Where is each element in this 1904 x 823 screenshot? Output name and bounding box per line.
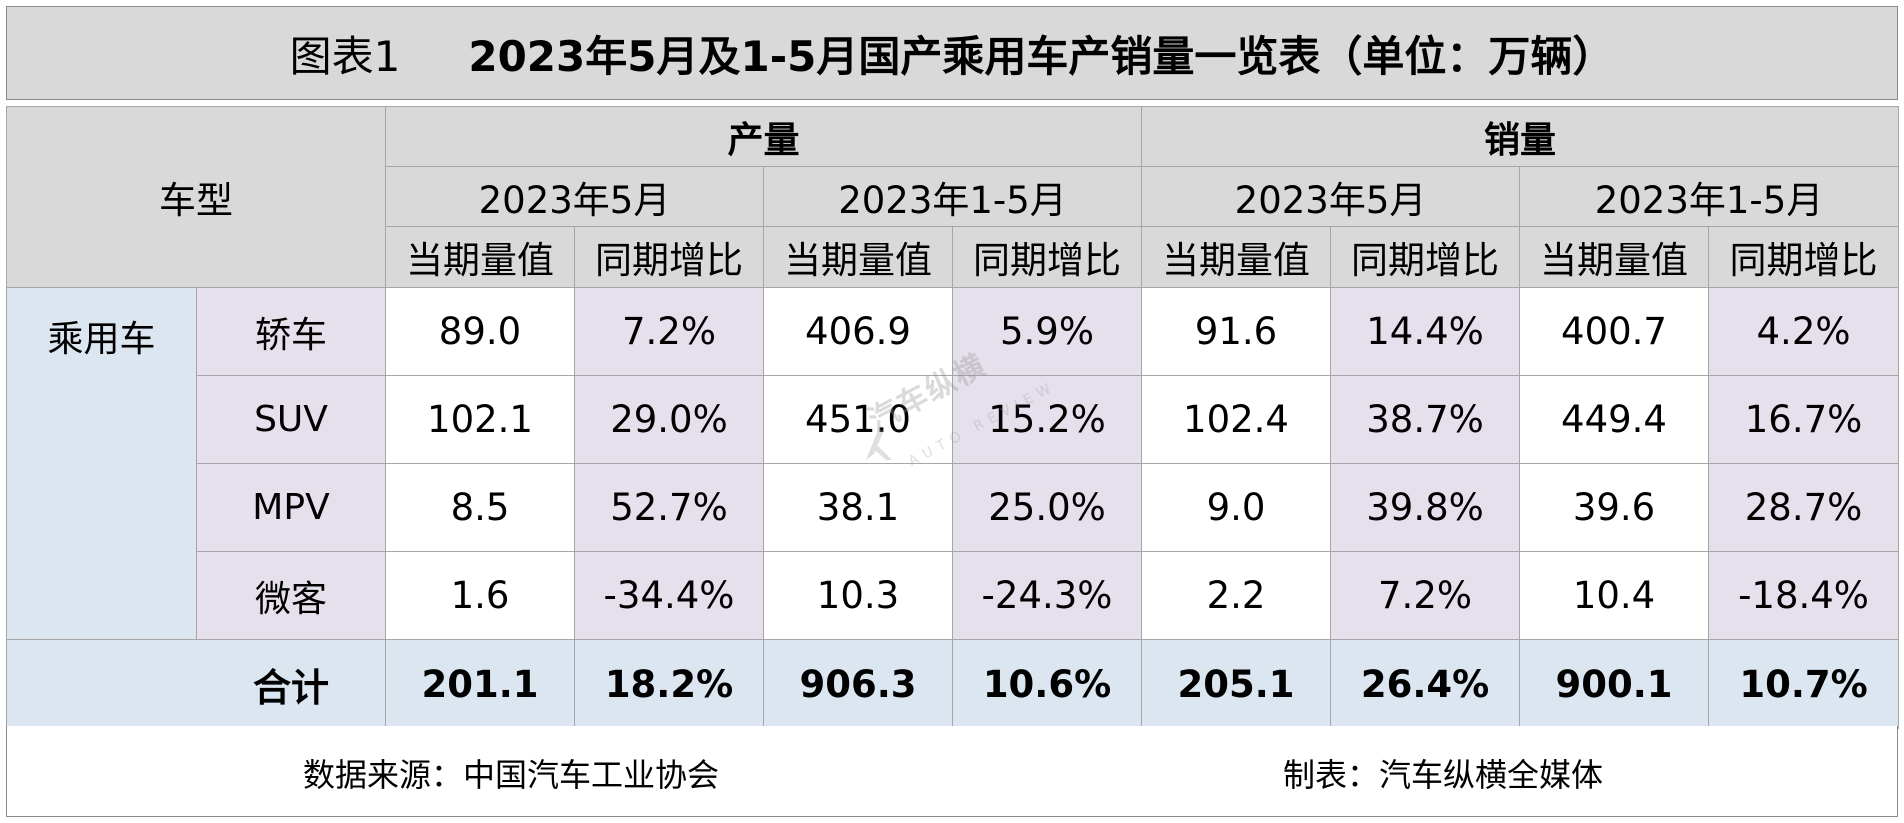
- group-header-production: 产量: [384, 106, 1143, 167]
- vehicle-type-header: 车型: [6, 106, 386, 288]
- total-cell: 906.3: [763, 639, 953, 729]
- total-cell: 10.6%: [951, 639, 1143, 729]
- data-cell: 91.6: [1141, 287, 1332, 376]
- data-cell: 449.4: [1519, 375, 1710, 464]
- data-cell: 102.1: [385, 375, 575, 464]
- period-header: 2023年5月: [385, 166, 764, 227]
- table-row: 乘用车 轿车 89.0 7.2% 406.9 5.9% 91.6 14.4% 4…: [6, 287, 1900, 640]
- total-cell: 201.1: [385, 639, 575, 729]
- data-cell: 10.3: [763, 551, 953, 640]
- period-header: 2023年5月: [1141, 166, 1521, 227]
- metric-header: 同期增比: [574, 226, 764, 288]
- data-cell: 5.9%: [951, 287, 1143, 376]
- metric-header: 同期增比: [1708, 226, 1900, 288]
- group-header-sales: 销量: [1141, 106, 1900, 167]
- vehicle-type-cell: 轿车: [196, 287, 386, 376]
- vehicle-type-cell: 微客: [196, 551, 386, 640]
- total-cell: 10.7%: [1708, 639, 1900, 729]
- sales-table: 车型 产量 销量 2023年5月 2023年1-5月 2023年5月 2023年…: [6, 106, 1900, 729]
- table-row: MPV 8.5 52.7% 38.1 25.0% 9.0 39.8% 39.6 …: [7, 463, 1900, 552]
- data-cell: 7.2%: [1330, 551, 1521, 640]
- total-cell: 900.1: [1519, 639, 1710, 729]
- data-cell: 9.0: [1141, 463, 1332, 552]
- total-cell: 18.2%: [574, 639, 764, 729]
- data-cell: 16.7%: [1708, 375, 1900, 464]
- data-cell: 15.2%: [951, 375, 1143, 464]
- data-cell: -24.3%: [951, 551, 1143, 640]
- data-cell: 52.7%: [574, 463, 764, 552]
- table-maker: 制表：汽车纵横全媒体: [1283, 756, 1604, 794]
- period-header: 2023年1-5月: [1519, 166, 1900, 227]
- metric-header: 同期增比: [1330, 226, 1521, 288]
- data-cell: 102.4: [1141, 375, 1332, 464]
- data-cell: 39.8%: [1330, 463, 1521, 552]
- vehicle-type-cell: SUV: [196, 375, 386, 464]
- table-row: 微客 1.6 -34.4% 10.3 -24.3% 2.2 7.2% 10.4 …: [7, 551, 1900, 640]
- data-cell: 38.1: [763, 463, 953, 552]
- footer: 数据来源：中国汽车工业协会 制表：汽车纵横全媒体: [6, 726, 1898, 817]
- total-cell: 26.4%: [1330, 639, 1521, 729]
- data-cell: 4.2%: [1708, 287, 1900, 376]
- data-cell: 25.0%: [951, 463, 1143, 552]
- data-cell: 29.0%: [574, 375, 764, 464]
- metric-header: 当期量值: [1141, 226, 1332, 288]
- category-label: 乘用车: [6, 287, 197, 640]
- data-cell: -34.4%: [574, 551, 764, 640]
- figure-number: 图表1: [289, 31, 401, 81]
- data-cell: 400.7: [1519, 287, 1710, 376]
- total-cell: 205.1: [1141, 639, 1332, 729]
- metric-header: 当期量值: [763, 226, 953, 288]
- total-label: 合计: [6, 639, 386, 729]
- total-row: 合计 201.1 18.2% 906.3 10.6% 205.1 26.4% 9…: [6, 639, 1900, 729]
- data-source: 数据来源：中国汽车工业协会: [303, 756, 720, 794]
- table-row: SUV 102.1 29.0% 451.0 15.2% 102.4 38.7% …: [7, 375, 1900, 464]
- data-cell: 1.6: [385, 551, 575, 640]
- data-cell: 14.4%: [1330, 287, 1521, 376]
- data-cell: 406.9: [763, 287, 953, 376]
- data-cell: 10.4: [1519, 551, 1710, 640]
- period-header: 2023年1-5月: [762, 166, 1143, 227]
- table-title: 2023年5月及1-5月国产乘用车产销量一览表（单位：万辆）: [468, 31, 1615, 81]
- data-cell: 7.2%: [574, 287, 764, 376]
- data-cell: 28.7%: [1708, 463, 1900, 552]
- metric-header: 同期增比: [951, 226, 1143, 288]
- metric-header: 当期量值: [385, 226, 575, 288]
- metric-header: 当期量值: [1519, 226, 1710, 288]
- data-cell: 38.7%: [1330, 375, 1521, 464]
- data-cell: 451.0: [763, 375, 953, 464]
- data-cell: 89.0: [385, 287, 575, 376]
- data-cell: 8.5: [385, 463, 575, 552]
- data-cell: -18.4%: [1708, 551, 1900, 640]
- title-bar: 图表1 2023年5月及1-5月国产乘用车产销量一览表（单位：万辆）: [6, 6, 1898, 100]
- data-cell: 39.6: [1519, 463, 1710, 552]
- data-cell: 2.2: [1141, 551, 1332, 640]
- vehicle-type-cell: MPV: [196, 463, 386, 552]
